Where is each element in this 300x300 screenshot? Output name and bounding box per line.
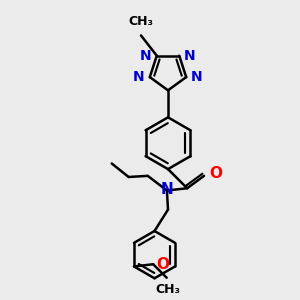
Text: CH₃: CH₃ <box>128 15 154 28</box>
Text: CH₃: CH₃ <box>155 284 180 296</box>
Text: O: O <box>209 166 222 181</box>
Text: N: N <box>133 70 145 84</box>
Text: N: N <box>191 70 203 84</box>
Text: O: O <box>157 257 169 272</box>
Text: N: N <box>184 49 196 63</box>
Text: N: N <box>160 182 173 197</box>
Text: N: N <box>140 49 152 63</box>
